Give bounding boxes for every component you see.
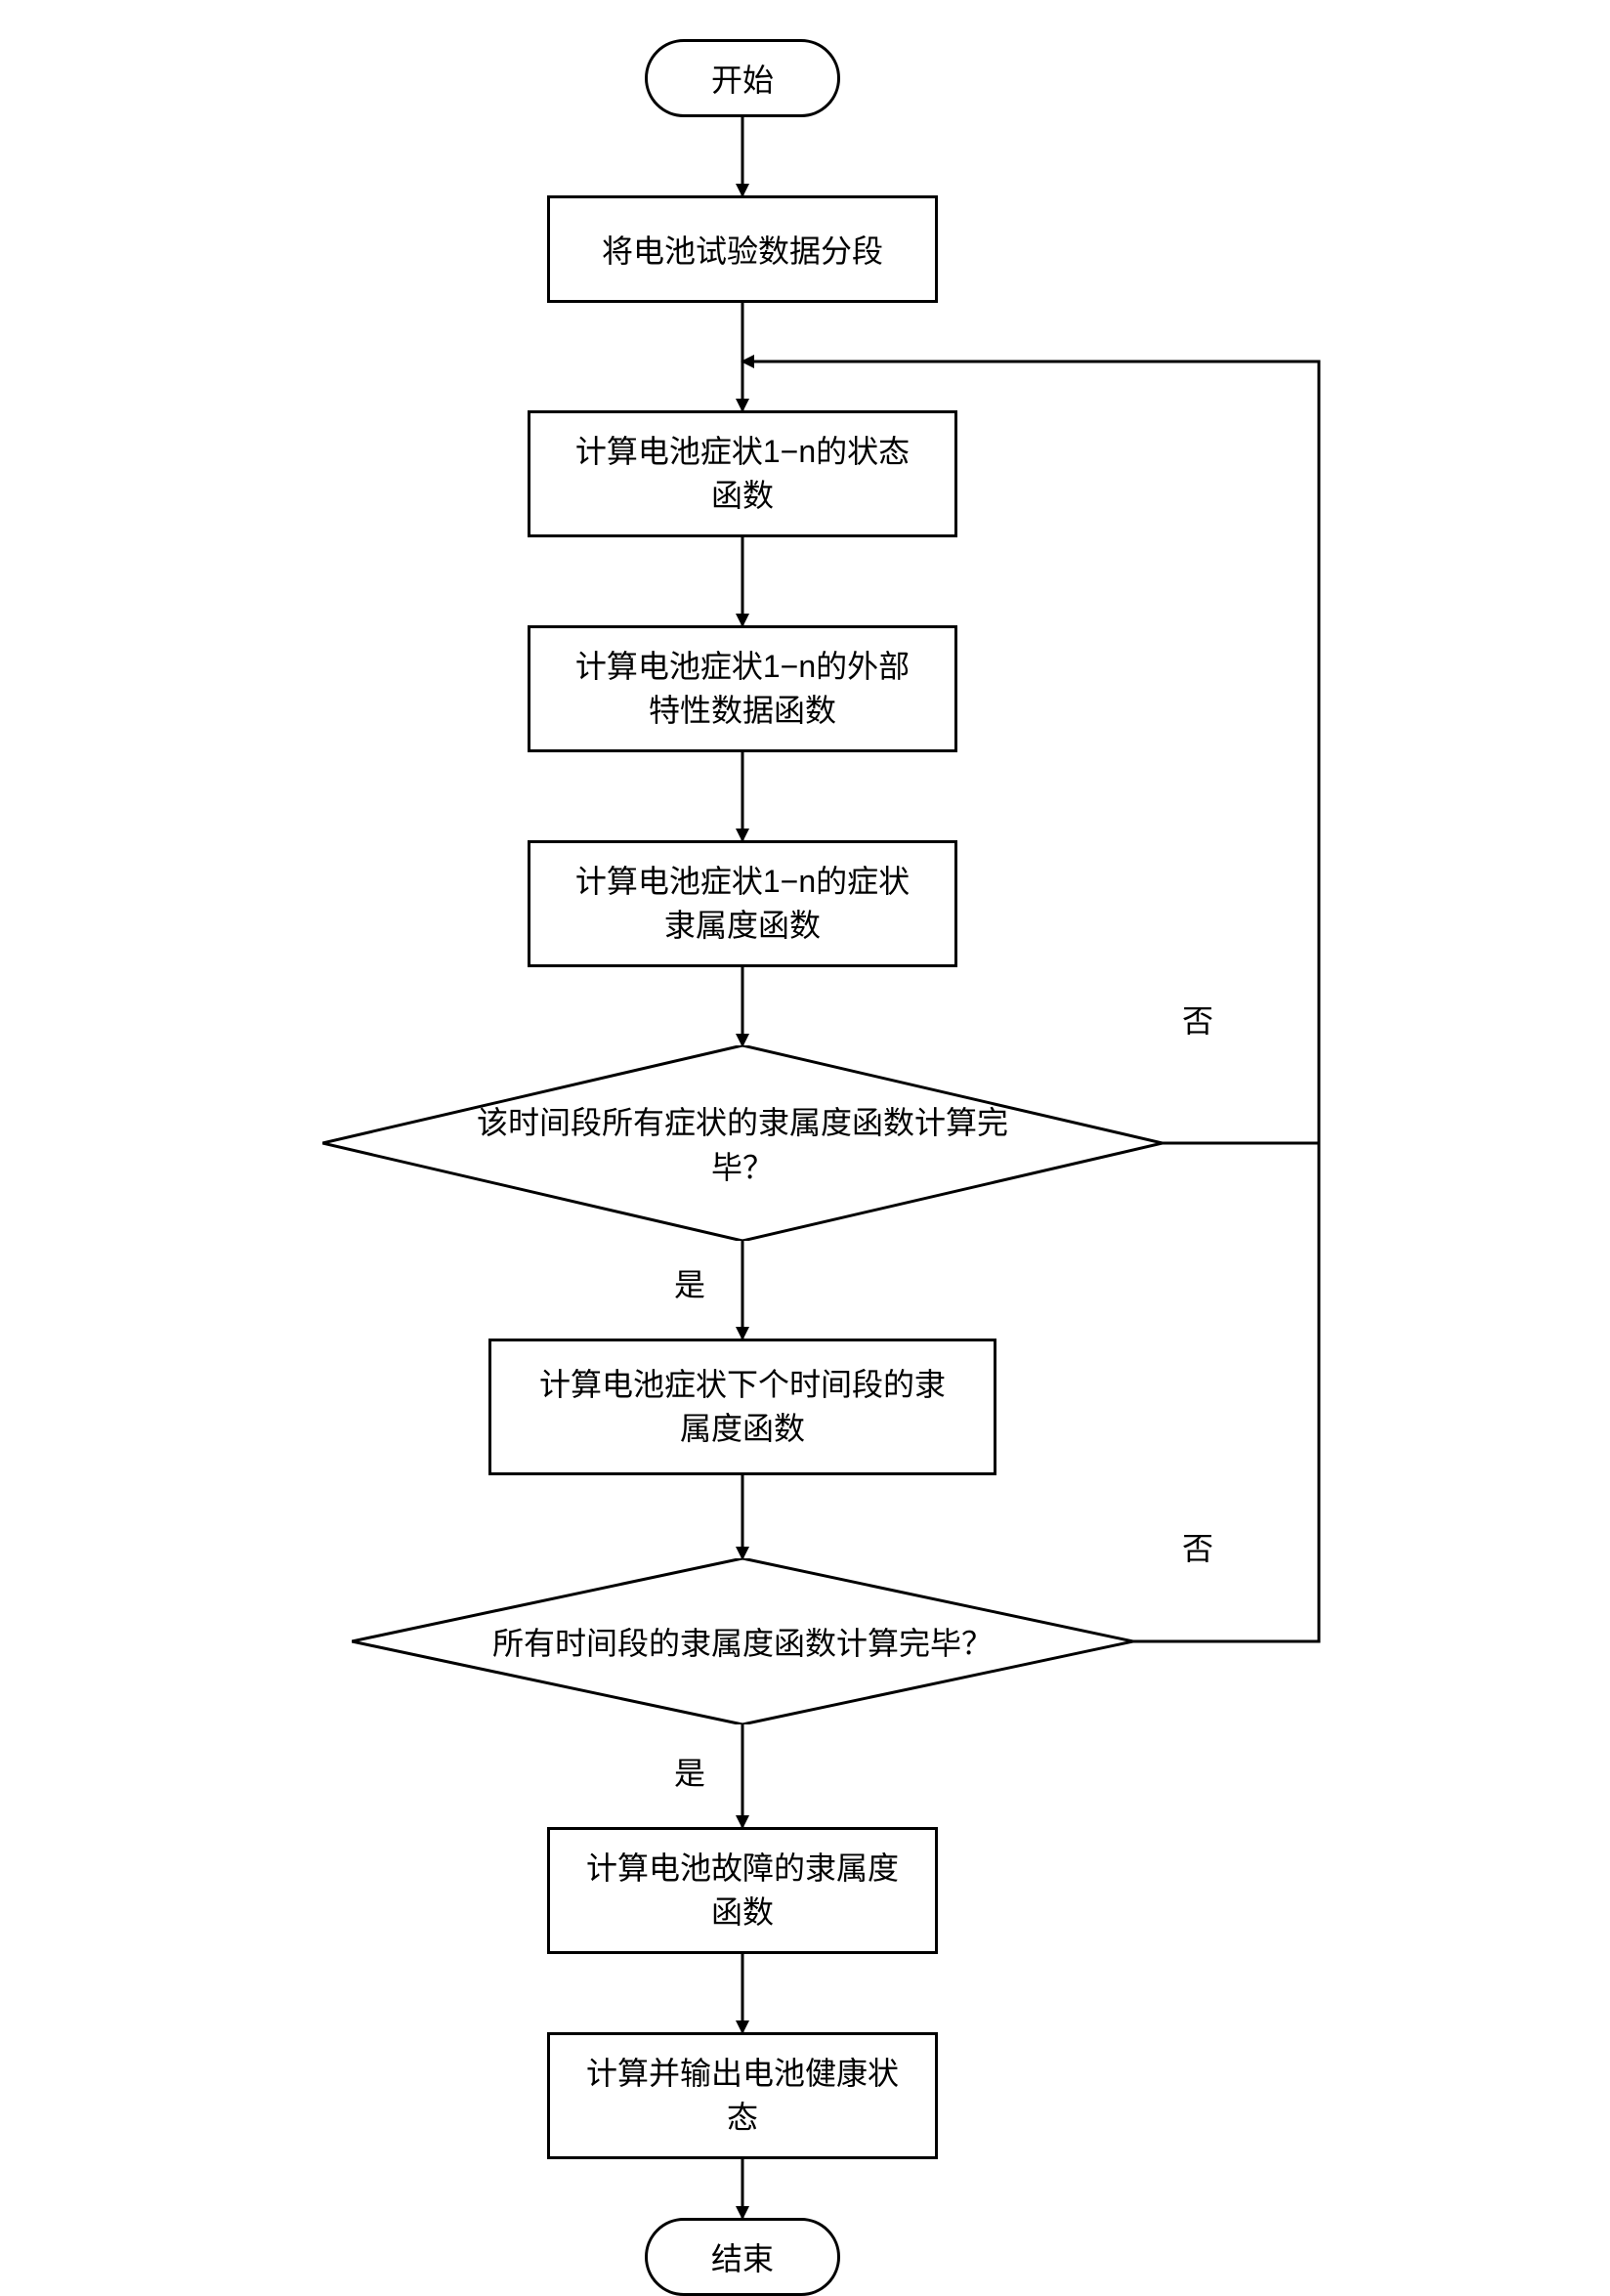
node-p5-label: 计算电池症状下个时间段的隶属度函数 — [530, 1363, 954, 1451]
node-d2: 所有时间段的隶属度函数计算完毕？ — [352, 1558, 1133, 1724]
flowchart-container: 开始 将电池试验数据分段 计算电池症状1−n的状态函数 计算电池症状1−n的外部… — [0, 0, 1610, 2275]
node-p1-label: 将电池试验数据分段 — [602, 227, 883, 272]
node-p1: 将电池试验数据分段 — [547, 195, 938, 303]
node-d1: 该时间段所有症状的隶属度函数计算完毕？ — [322, 1045, 1163, 1241]
node-p4-label: 计算电池症状1−n的症状隶属度函数 — [560, 860, 925, 948]
node-end-label: 结束 — [711, 2234, 774, 2279]
label-d2-yes: 是 — [674, 1749, 705, 1794]
node-d1-label: 该时间段所有症状的隶属度函数计算完毕？ — [459, 1098, 1026, 1188]
node-p7-label: 计算并输出电池健康状态 — [579, 2052, 906, 2140]
node-p6-label: 计算电池故障的隶属度函数 — [579, 1847, 906, 1935]
node-p4: 计算电池症状1−n的症状隶属度函数 — [528, 840, 957, 967]
node-p3-label: 计算电池症状1−n的外部特性数据函数 — [560, 645, 925, 733]
label-d1-yes: 是 — [674, 1260, 705, 1305]
node-start: 开始 — [645, 39, 840, 117]
node-p5: 计算电池症状下个时间段的隶属度函数 — [488, 1339, 996, 1475]
label-d1-no: 否 — [1182, 997, 1213, 1042]
node-p2: 计算电池症状1−n的状态函数 — [528, 410, 957, 537]
node-start-label: 开始 — [711, 56, 774, 101]
node-d2-label: 所有时间段的隶属度函数计算完毕？ — [492, 1619, 993, 1664]
node-p3: 计算电池症状1−n的外部特性数据函数 — [528, 625, 957, 752]
label-d2-no: 否 — [1182, 1524, 1213, 1569]
node-end: 结束 — [645, 2218, 840, 2296]
node-p2-label: 计算电池症状1−n的状态函数 — [560, 430, 925, 518]
node-p6: 计算电池故障的隶属度函数 — [547, 1827, 938, 1954]
node-p7: 计算并输出电池健康状态 — [547, 2032, 938, 2159]
